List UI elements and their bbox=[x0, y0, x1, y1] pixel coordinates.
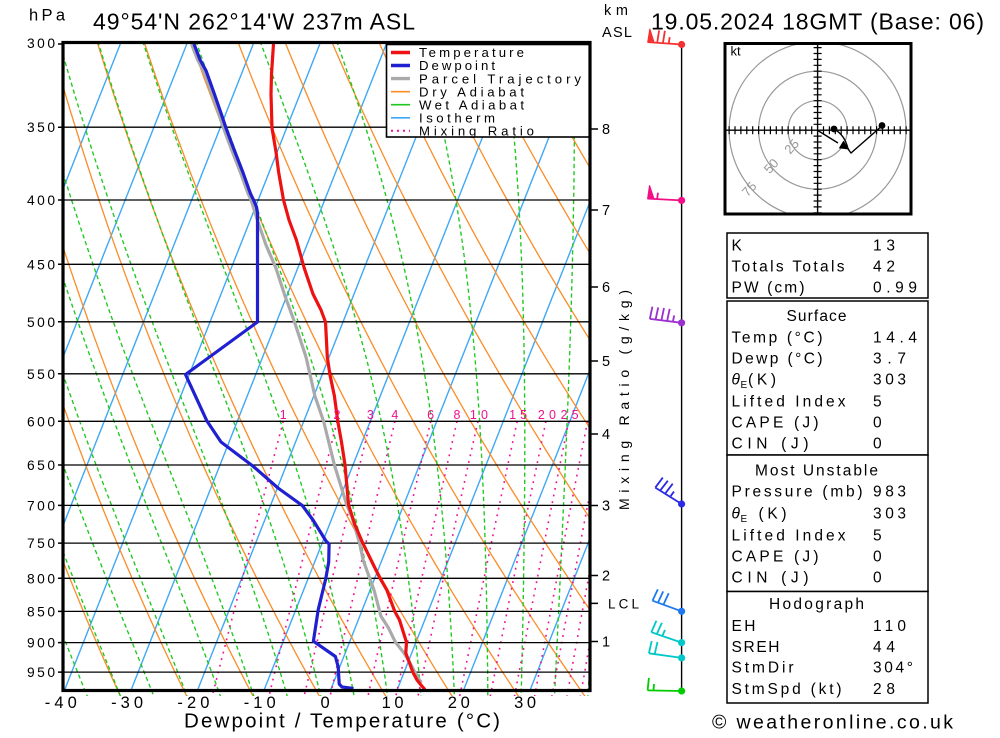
svg-text:Isotherm: Isotherm bbox=[419, 111, 495, 126]
svg-text:850: 850 bbox=[27, 604, 55, 619]
svg-text:5: 5 bbox=[873, 528, 882, 545]
svg-text:110: 110 bbox=[873, 618, 906, 635]
svg-text:θ: θ bbox=[732, 506, 741, 523]
svg-text:900: 900 bbox=[27, 636, 55, 651]
svg-text:2: 2 bbox=[602, 569, 610, 585]
svg-text:kt: kt bbox=[731, 44, 742, 59]
svg-text:1: 1 bbox=[280, 408, 287, 422]
svg-text:450: 450 bbox=[27, 257, 55, 272]
svg-text:700: 700 bbox=[27, 498, 55, 513]
svg-text:0: 0 bbox=[873, 549, 882, 566]
svg-text:800: 800 bbox=[27, 571, 55, 586]
svg-text:0: 0 bbox=[873, 415, 882, 432]
svg-text:θ: θ bbox=[732, 372, 741, 389]
svg-text:Hodograph: Hodograph bbox=[769, 596, 864, 613]
svg-text:LCL: LCL bbox=[608, 597, 639, 612]
svg-text:0: 0 bbox=[321, 694, 330, 712]
svg-text:E: E bbox=[741, 380, 748, 391]
svg-text:(K): (K) bbox=[748, 372, 776, 389]
svg-text:© weatheronline.co.uk: © weatheronline.co.uk bbox=[712, 712, 953, 734]
svg-text:1: 1 bbox=[602, 635, 610, 651]
svg-text:EH: EH bbox=[732, 618, 756, 635]
svg-text:5: 5 bbox=[873, 394, 882, 411]
svg-text:hPa: hPa bbox=[29, 7, 66, 25]
svg-text:km: km bbox=[604, 3, 628, 19]
svg-text:Dewp (°C): Dewp (°C) bbox=[732, 351, 823, 368]
svg-text:Pressure (mb): Pressure (mb) bbox=[732, 484, 863, 501]
svg-text:5: 5 bbox=[602, 354, 610, 370]
svg-text:CAPE (J): CAPE (J) bbox=[732, 549, 819, 566]
svg-text:49°54'N 262°14'W 237m ASL: 49°54'N 262°14'W 237m ASL bbox=[93, 9, 415, 35]
svg-text:4: 4 bbox=[391, 408, 398, 422]
svg-text:350: 350 bbox=[27, 120, 55, 135]
svg-text:3.7: 3.7 bbox=[873, 351, 906, 368]
svg-text:Lifted Index: Lifted Index bbox=[732, 394, 846, 411]
svg-text:3: 3 bbox=[367, 408, 374, 422]
svg-text:(K): (K) bbox=[759, 506, 787, 523]
svg-text:2: 2 bbox=[334, 408, 341, 422]
svg-text:6: 6 bbox=[602, 280, 610, 296]
svg-text:0.99: 0.99 bbox=[873, 280, 917, 297]
svg-text:Dewpoint / Temperature (°C): Dewpoint / Temperature (°C) bbox=[184, 710, 500, 733]
svg-text:303: 303 bbox=[873, 372, 906, 389]
svg-text:StmSpd (kt): StmSpd (kt) bbox=[732, 681, 842, 698]
svg-text:Surface: Surface bbox=[787, 308, 847, 325]
svg-text:Dewpoint: Dewpoint bbox=[419, 58, 495, 73]
svg-text:600: 600 bbox=[27, 414, 55, 429]
svg-text:650: 650 bbox=[27, 458, 55, 473]
svg-text:-40: -40 bbox=[45, 694, 77, 712]
svg-text:Dry Adiabat: Dry Adiabat bbox=[419, 84, 524, 99]
svg-text:500: 500 bbox=[27, 315, 55, 330]
svg-text:4: 4 bbox=[602, 427, 610, 443]
svg-text:K: K bbox=[732, 238, 743, 255]
svg-text:0: 0 bbox=[873, 436, 882, 453]
svg-text:550: 550 bbox=[27, 367, 55, 382]
svg-text:3: 3 bbox=[602, 499, 610, 515]
svg-text:Lifted Index: Lifted Index bbox=[732, 528, 846, 545]
svg-text:SREH: SREH bbox=[732, 639, 780, 656]
svg-text:983: 983 bbox=[873, 484, 906, 501]
svg-text:Temp (°C): Temp (°C) bbox=[732, 330, 823, 347]
svg-text:0: 0 bbox=[873, 570, 882, 587]
svg-text:300: 300 bbox=[27, 36, 55, 51]
svg-text:E: E bbox=[741, 514, 748, 525]
svg-text:Totals Totals: Totals Totals bbox=[732, 259, 845, 276]
svg-text:StmDir: StmDir bbox=[732, 660, 794, 677]
svg-text:ASL: ASL bbox=[602, 25, 632, 41]
svg-text:400: 400 bbox=[27, 193, 55, 208]
svg-text:PW (cm): PW (cm) bbox=[732, 280, 805, 297]
svg-text:8: 8 bbox=[454, 408, 461, 422]
svg-text:19.05.2024 18GMT (Base: 06): 19.05.2024 18GMT (Base: 06) bbox=[651, 9, 984, 35]
svg-text:-30: -30 bbox=[111, 694, 143, 712]
svg-text:Wet Adiabat: Wet Adiabat bbox=[419, 97, 524, 112]
svg-text:Most Unstable: Most Unstable bbox=[755, 463, 878, 480]
svg-text:303: 303 bbox=[873, 506, 906, 523]
svg-text:6: 6 bbox=[427, 408, 434, 422]
svg-text:8: 8 bbox=[602, 122, 610, 138]
svg-text:750: 750 bbox=[27, 536, 55, 551]
svg-text:CAPE (J): CAPE (J) bbox=[732, 415, 819, 432]
svg-text:7: 7 bbox=[602, 203, 610, 219]
svg-text:950: 950 bbox=[27, 665, 55, 680]
